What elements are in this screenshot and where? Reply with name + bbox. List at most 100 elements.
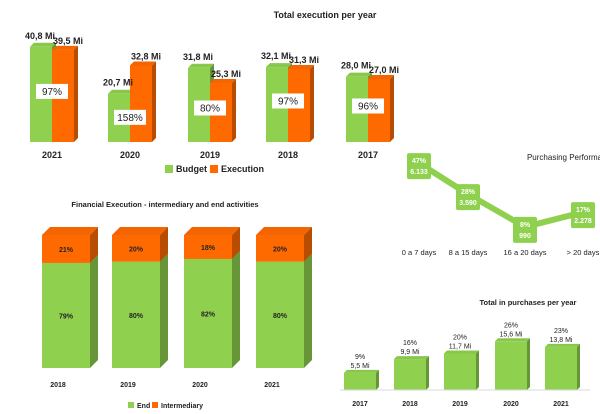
purchases-chart-title: Total in purchases per year: [480, 298, 577, 307]
purchases-bar-top: [495, 338, 530, 342]
legend-execution-label: Execution: [221, 164, 264, 174]
execution-bar-side: [390, 75, 394, 142]
execution-legend: Budget Execution: [165, 164, 264, 174]
budget-value-label: 31,8 Mi: [183, 52, 213, 62]
execution-chart-title: Total execution per year: [274, 10, 377, 20]
purchases-percent-label: 23%: [554, 328, 568, 335]
purchasing-tick-label: 16 a 20 days: [504, 248, 547, 257]
execution-bar-top: [288, 64, 314, 69]
purchases-tick-label: 2017: [352, 401, 368, 408]
financial-legend: End Intermediary: [128, 402, 203, 410]
purchases-value-label: 13,8 Mi: [550, 337, 573, 344]
financial-tick-label: 2018: [50, 382, 66, 389]
intermediary-bar-side: [160, 227, 168, 262]
purchases-bar-side: [527, 338, 530, 390]
purchasing-percent-label: 8%: [520, 222, 531, 229]
intermediary-bar: [256, 235, 304, 262]
purchases-bar-side: [476, 350, 479, 390]
execution-value-label: 32,8 Mi: [131, 51, 161, 61]
purchases-percent-label: 26%: [504, 322, 518, 329]
purchases-value-label: 15,6 Mi: [500, 331, 523, 338]
budget-bar-top: [188, 63, 214, 68]
purchasing-point: [513, 216, 537, 243]
purchasing-point: [571, 202, 595, 229]
purchasing-percent-label: 47%: [412, 158, 427, 165]
legend-intermediary-swatch: [152, 402, 158, 408]
budget-bar-top: [108, 89, 134, 94]
purchasing-tick-label: 8 a 15 days: [449, 248, 488, 257]
purchases-percent-label: 16%: [403, 340, 417, 347]
execution-bar: [130, 65, 152, 142]
purchasing-line: [417, 160, 584, 230]
execution-tick-label: 2019: [200, 150, 220, 160]
intermediary-value-label: 20%: [129, 246, 144, 253]
end-bar-side: [232, 250, 240, 368]
intermediary-bar-top: [184, 227, 240, 235]
budget-value-label: 28,0 Mi: [341, 61, 371, 71]
purchases-bar-top: [344, 369, 379, 373]
purchasing-chart: Purchasing Performance 47% 6.133 0 a 7 day…: [402, 153, 600, 257]
purchasing-percent-label: 28%: [461, 189, 476, 196]
purchasing-chart-title: Purchasing Performance: [527, 153, 600, 162]
purchasing-point: [407, 153, 431, 180]
end-bar: [112, 261, 160, 368]
percent-label-box: [194, 100, 226, 116]
purchases-value-label: 11,7 Mi: [449, 343, 472, 350]
purchases-bar-side: [577, 343, 580, 390]
financial-tick-label: 2020: [192, 382, 208, 389]
intermediary-value-label: 21%: [59, 247, 74, 254]
end-bar: [42, 262, 90, 368]
purchasing-count-label: 3.590: [459, 200, 477, 207]
budget-value-label: 32,1 Mi: [261, 51, 291, 61]
execution-bar-side: [74, 45, 78, 143]
legend-intermediary-label: Intermediary: [161, 403, 203, 410]
financial-chart: Financial Execution - intermediary and e…: [42, 200, 312, 410]
financial-tick-label: 2021: [264, 382, 280, 389]
end-bar-side: [90, 254, 98, 368]
intermediary-bar: [42, 235, 90, 263]
execution-bar-side: [152, 61, 156, 142]
percent-label-box: [272, 93, 304, 109]
intermediary-bar-top: [42, 227, 98, 235]
budget-bar-top: [266, 63, 292, 68]
percent-label-box: [114, 109, 146, 125]
financial-tick-label: 2019: [120, 382, 136, 389]
execution-value-label: 31,3 Mi: [289, 55, 319, 65]
execution-value-label: 25,3 Mi: [211, 69, 241, 79]
legend-end-swatch: [128, 402, 134, 408]
purchasing-tick-label: > 20 days: [567, 248, 600, 257]
execution-value-label: 39,5 Mi: [53, 36, 83, 46]
purchasing-count-label: 2.278: [574, 218, 592, 225]
intermediary-value-label: 20%: [273, 246, 288, 253]
purchases-bar-side: [376, 369, 379, 390]
end-value-label: 80%: [129, 313, 144, 320]
budget-bar-top: [346, 72, 372, 77]
purchases-tick-label: 2019: [452, 401, 468, 408]
legend-execution-swatch: [210, 165, 218, 173]
purchases-bar: [495, 341, 527, 390]
purchases-bar-top: [394, 356, 429, 360]
purchasing-tick-label: 0 a 7 days: [402, 248, 437, 257]
legend-end-label: End: [137, 403, 150, 410]
purchasing-count-label: 990: [519, 233, 531, 240]
intermediary-bar-top: [112, 227, 168, 235]
budget-bar-top: [30, 42, 56, 47]
percent-label: 158%: [117, 113, 143, 124]
execution-value-label: 27,0 Mi: [369, 65, 399, 75]
intermediary-bar-side: [232, 227, 240, 259]
execution-bar-top: [210, 78, 236, 83]
purchases-bar: [344, 372, 376, 390]
purchasing-point: [456, 184, 480, 211]
intermediary-bar: [112, 235, 160, 262]
intermediary-bar-side: [304, 227, 312, 262]
end-value-label: 79%: [59, 313, 74, 320]
budget-value-label: 40,8 Mi: [25, 31, 55, 41]
execution-bar-top: [130, 61, 156, 66]
purchases-tick-label: 2020: [503, 401, 519, 408]
intermediary-bar-top: [256, 227, 312, 235]
execution-bar-side: [310, 64, 314, 142]
percent-label: 97%: [278, 96, 298, 107]
purchases-tick-label: 2018: [402, 401, 418, 408]
legend-budget-label: Budget: [176, 164, 207, 174]
